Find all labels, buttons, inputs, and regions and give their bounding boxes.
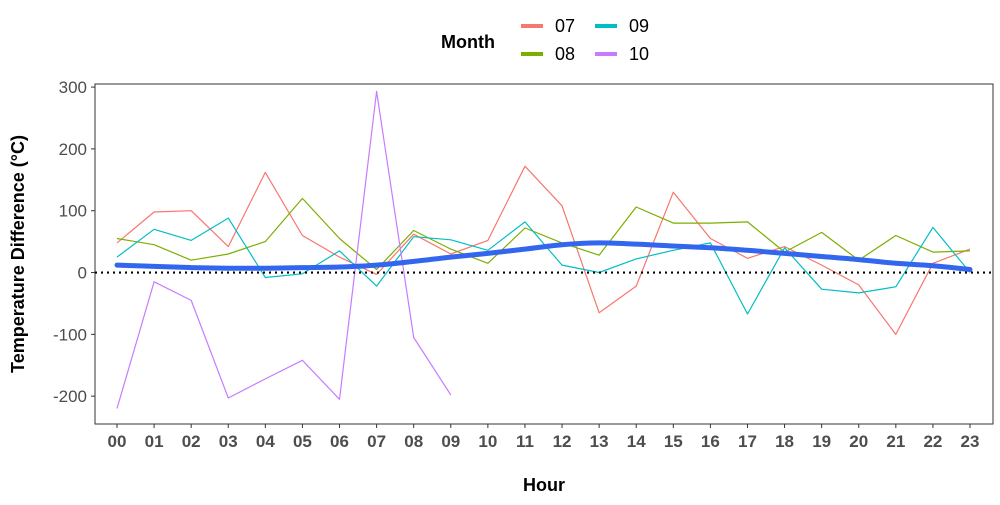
x-tick-label: 19 (812, 432, 831, 451)
x-tick-label: 23 (961, 432, 980, 451)
y-tick-label: -100 (53, 325, 87, 344)
x-tick-label: 08 (404, 432, 423, 451)
x-tick-label: 21 (886, 432, 905, 451)
legend-title: Month (441, 32, 495, 52)
x-tick-label: 04 (256, 432, 275, 451)
plot-panel (94, 83, 994, 425)
y-axis-title: Temperature Difference (°C) (8, 135, 28, 373)
x-tick-label: 18 (775, 432, 794, 451)
x-tick-label: 01 (145, 432, 164, 451)
x-tick-label: 02 (182, 432, 201, 451)
series-layer (116, 90, 971, 409)
legend-label-09: 09 (629, 16, 649, 36)
x-tick-label: 05 (293, 432, 312, 451)
legend: Month 07 08 09 10 (441, 16, 649, 64)
x-axis-title: Hour (523, 475, 565, 495)
legend-label-10: 10 (629, 44, 649, 64)
x-tick-label: 17 (738, 432, 757, 451)
y-tick-label: 300 (59, 78, 87, 97)
series-line-08 (116, 197, 971, 271)
x-tick-label: 12 (553, 432, 572, 451)
x-tick-label: 20 (849, 432, 868, 451)
x-tick-label: 22 (923, 432, 942, 451)
x-axis: 00 01 02 03 04 05 06 07 08 09 10 11 12 13 14 15 16 17 18 19… (108, 424, 980, 451)
x-tick-label: 13 (590, 432, 609, 451)
x-tick-label: 03 (219, 432, 238, 451)
legend-label-07: 07 (555, 16, 575, 36)
x-tick-label: 07 (367, 432, 386, 451)
y-tick-label: 100 (59, 202, 87, 221)
x-tick-label: 11 (516, 432, 534, 451)
x-tick-label: 15 (664, 432, 683, 451)
series-line-07 (116, 165, 971, 335)
x-tick-label: 10 (478, 432, 497, 451)
y-tick-label: 0 (78, 264, 87, 283)
x-tick-label: 06 (330, 432, 349, 451)
series-line-10 (116, 90, 452, 409)
x-tick-label: 00 (108, 432, 127, 451)
x-tick-label: 14 (627, 432, 646, 451)
y-tick-label: -200 (53, 387, 87, 406)
legend-label-08: 08 (555, 44, 575, 64)
x-tick-label: 16 (701, 432, 720, 451)
x-tick-label: 09 (441, 432, 460, 451)
y-axis: -200 -100 0 100 200 300 (53, 78, 95, 406)
trend-line (114, 240, 973, 272)
y-tick-label: 200 (59, 140, 87, 159)
